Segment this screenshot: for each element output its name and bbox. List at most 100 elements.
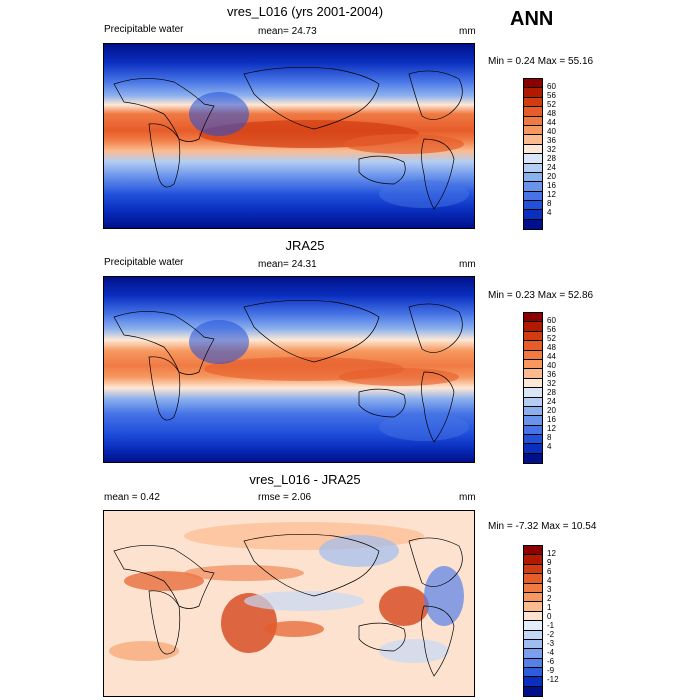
colorbar-tick-label: 6	[547, 567, 552, 576]
colorbar-tick-label: 8	[547, 433, 552, 442]
colorbar-swatch	[524, 649, 542, 659]
rmse-label: rmse = 2.06	[258, 492, 312, 503]
min-max-label: Min = 0.23 Max = 52.86	[488, 290, 594, 301]
colorbar-tick-label: 24	[547, 397, 556, 406]
colorbar-swatch	[524, 210, 542, 220]
colorbar-swatch	[524, 322, 542, 332]
colorbar-swatch	[524, 97, 542, 108]
colorbar-swatch	[524, 546, 542, 556]
colorbar-tick-label: -9	[547, 666, 555, 675]
colorbar-tick-label: 4	[547, 576, 552, 585]
colorbar-tick-label: 48	[547, 109, 556, 118]
colorbar-swatch	[524, 388, 542, 398]
precipitable-water-map	[103, 276, 475, 463]
colorbar-tick-label: -6	[547, 657, 555, 666]
colorbar-tick-label: -4	[547, 648, 555, 657]
colorbar-swatch	[524, 416, 542, 426]
colorbar-tick-label: -2	[547, 630, 555, 639]
panel-title: JRA25	[285, 238, 325, 253]
colorbar-swatch	[524, 397, 542, 407]
colorbar-swatch	[524, 435, 542, 445]
colorbar-tick-label: 28	[547, 388, 556, 397]
colorbar-swatch	[524, 574, 542, 584]
difference-map	[103, 510, 475, 697]
colorbar-swatch	[524, 116, 542, 126]
colorbar-tick-label: 36	[547, 136, 556, 145]
season-label: ANN	[510, 8, 554, 30]
colorbar-swatch	[524, 359, 542, 370]
colorbar-tick-label: 60	[547, 316, 556, 325]
colorbar-swatch	[524, 668, 542, 678]
colorbar-swatch	[524, 182, 542, 192]
colorbar-swatch	[524, 313, 542, 323]
colorbar-tick-label: 0	[547, 612, 552, 621]
colorbar-tick-label: 20	[547, 172, 556, 181]
colorbar-swatch	[524, 191, 542, 202]
colorbar-tick-label: 56	[547, 325, 556, 334]
colorbar-tick-label: 52	[547, 100, 556, 109]
colorbar-swatch	[524, 88, 542, 98]
colorbar-swatch	[524, 677, 542, 687]
colorbar-swatch	[524, 172, 542, 183]
colorbar-swatch	[524, 154, 542, 164]
colorbar-swatch	[524, 602, 542, 612]
units-label: mm	[459, 259, 476, 270]
colorbar-tick-label: 40	[547, 361, 556, 370]
colorbar	[523, 545, 543, 698]
colorbar-swatch	[524, 378, 542, 389]
colorbar-tick-label: 60	[547, 82, 556, 91]
units-label: mm	[459, 26, 476, 37]
colorbar-swatch	[524, 630, 542, 640]
colorbar-swatch	[524, 163, 542, 173]
colorbar-tick-label: 1	[547, 603, 552, 612]
variable-label: Precipitable water	[104, 24, 184, 35]
colorbar-tick-label: -12	[547, 675, 559, 684]
colorbar-swatch	[524, 583, 542, 593]
colorbar-tick-label: 3	[547, 585, 552, 594]
colorbar-tick-label: -1	[547, 621, 555, 630]
variable-label: Precipitable water	[104, 257, 184, 268]
colorbar-swatch	[524, 107, 542, 117]
colorbar-swatch	[524, 219, 542, 230]
colorbar-swatch	[524, 201, 542, 211]
colorbar-swatch	[524, 144, 542, 155]
colorbar-tick-label: 12	[547, 190, 556, 199]
colorbar-swatch	[524, 341, 542, 351]
colorbar-swatch	[524, 564, 542, 575]
colorbar-swatch	[524, 621, 542, 631]
colorbar-swatch	[524, 592, 542, 603]
colorbar	[523, 312, 543, 465]
colorbar-swatch	[524, 555, 542, 565]
colorbar-tick-label: 28	[547, 154, 556, 163]
min-max-label: Min = 0.24 Max = 55.16	[488, 56, 594, 67]
precipitable-water-map	[103, 43, 475, 229]
colorbar-swatch	[524, 369, 542, 379]
colorbar	[523, 78, 543, 231]
colorbar-tick-label: 32	[547, 145, 556, 154]
units-label: mm	[459, 492, 476, 503]
colorbar-tick-label: 12	[547, 424, 556, 433]
mean-label: mean= 24.31	[258, 259, 317, 270]
colorbar-tick-label: 40	[547, 127, 556, 136]
colorbar-tick-label: 32	[547, 379, 556, 388]
colorbar-swatch	[524, 686, 542, 697]
colorbar-swatch	[524, 611, 542, 622]
colorbar-swatch	[524, 639, 542, 650]
mean-label: mean= 24.73	[258, 26, 317, 37]
panel-title: vres_L016 (yrs 2001-2004)	[226, 4, 384, 19]
colorbar-swatch	[524, 444, 542, 454]
colorbar-tick-label: 24	[547, 163, 556, 172]
colorbar-tick-label: -3	[547, 639, 555, 648]
panel-title: vres_L016 - JRA25	[249, 472, 361, 487]
colorbar-swatch	[524, 658, 542, 669]
colorbar-tick-label: 4	[547, 208, 552, 217]
mean-label: mean = 0.42	[104, 492, 160, 503]
colorbar-tick-label: 56	[547, 91, 556, 100]
colorbar-tick-label: 16	[547, 415, 556, 424]
colorbar-swatch	[524, 350, 542, 360]
colorbar-tick-label: 16	[547, 181, 556, 190]
colorbar-swatch	[524, 425, 542, 436]
colorbar-tick-label: 8	[547, 199, 552, 208]
colorbar-tick-label: 44	[547, 118, 556, 127]
colorbar-tick-label: 20	[547, 406, 556, 415]
